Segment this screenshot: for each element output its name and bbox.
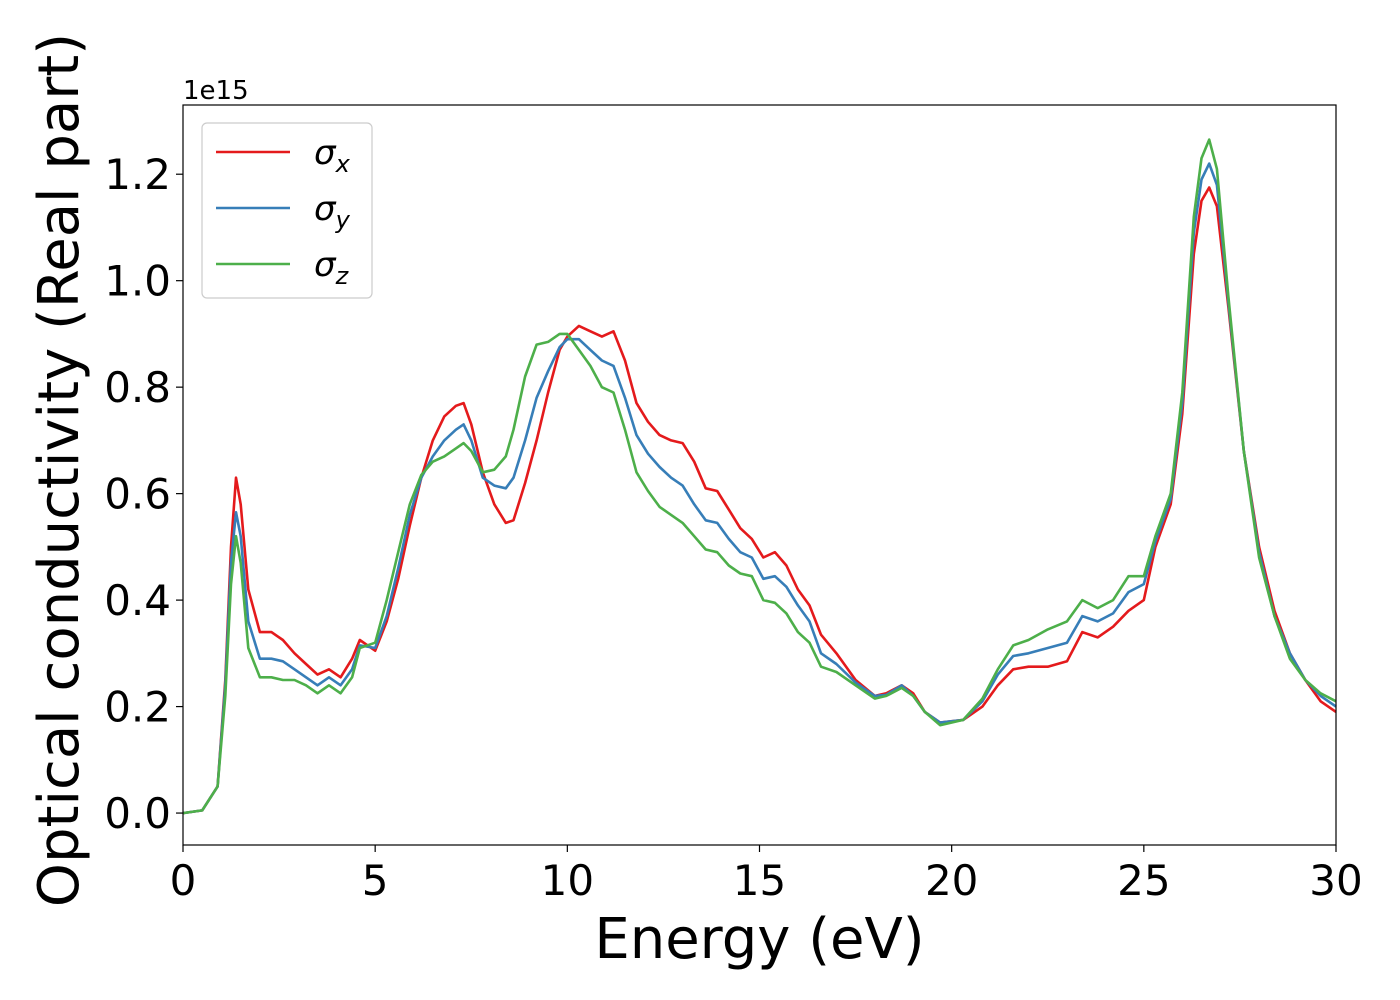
x-tick-label: 30 [1309, 856, 1362, 905]
ticks-layer: 0 5 10 15 20 25 30 0.0 0.2 0.4 0.6 0.8 1.0 1.2 [104, 150, 1363, 905]
series-line-2 [182, 162, 1337, 815]
y-tick-label: 0.0 [104, 789, 171, 838]
x-tick-label: 25 [1117, 856, 1170, 905]
series-line-3 [182, 138, 1337, 815]
y-tick-label: 0.8 [104, 363, 171, 412]
x-axis-title: Energy (eV) [594, 907, 924, 972]
y-offset-label: 1e15 [183, 76, 249, 106]
x-tick-label: 10 [541, 856, 594, 905]
y-tick-label: 1.2 [104, 150, 171, 199]
series-layer [182, 138, 1337, 815]
x-tick-label: 5 [362, 856, 389, 905]
y-tick-label: 0.4 [104, 576, 171, 625]
x-tick-label: 15 [733, 856, 786, 905]
x-tick-label: 20 [925, 856, 978, 905]
y-tick-label: 1.0 [104, 257, 171, 306]
legend-box [201, 122, 373, 299]
y-axis-title: Optical conductivity (Real part) [27, 33, 92, 907]
y-tick-label: 0.6 [104, 470, 171, 519]
x-tick-label: 0 [170, 856, 197, 905]
series-line-1 [182, 186, 1337, 815]
y-tick-label: 0.2 [104, 683, 171, 732]
